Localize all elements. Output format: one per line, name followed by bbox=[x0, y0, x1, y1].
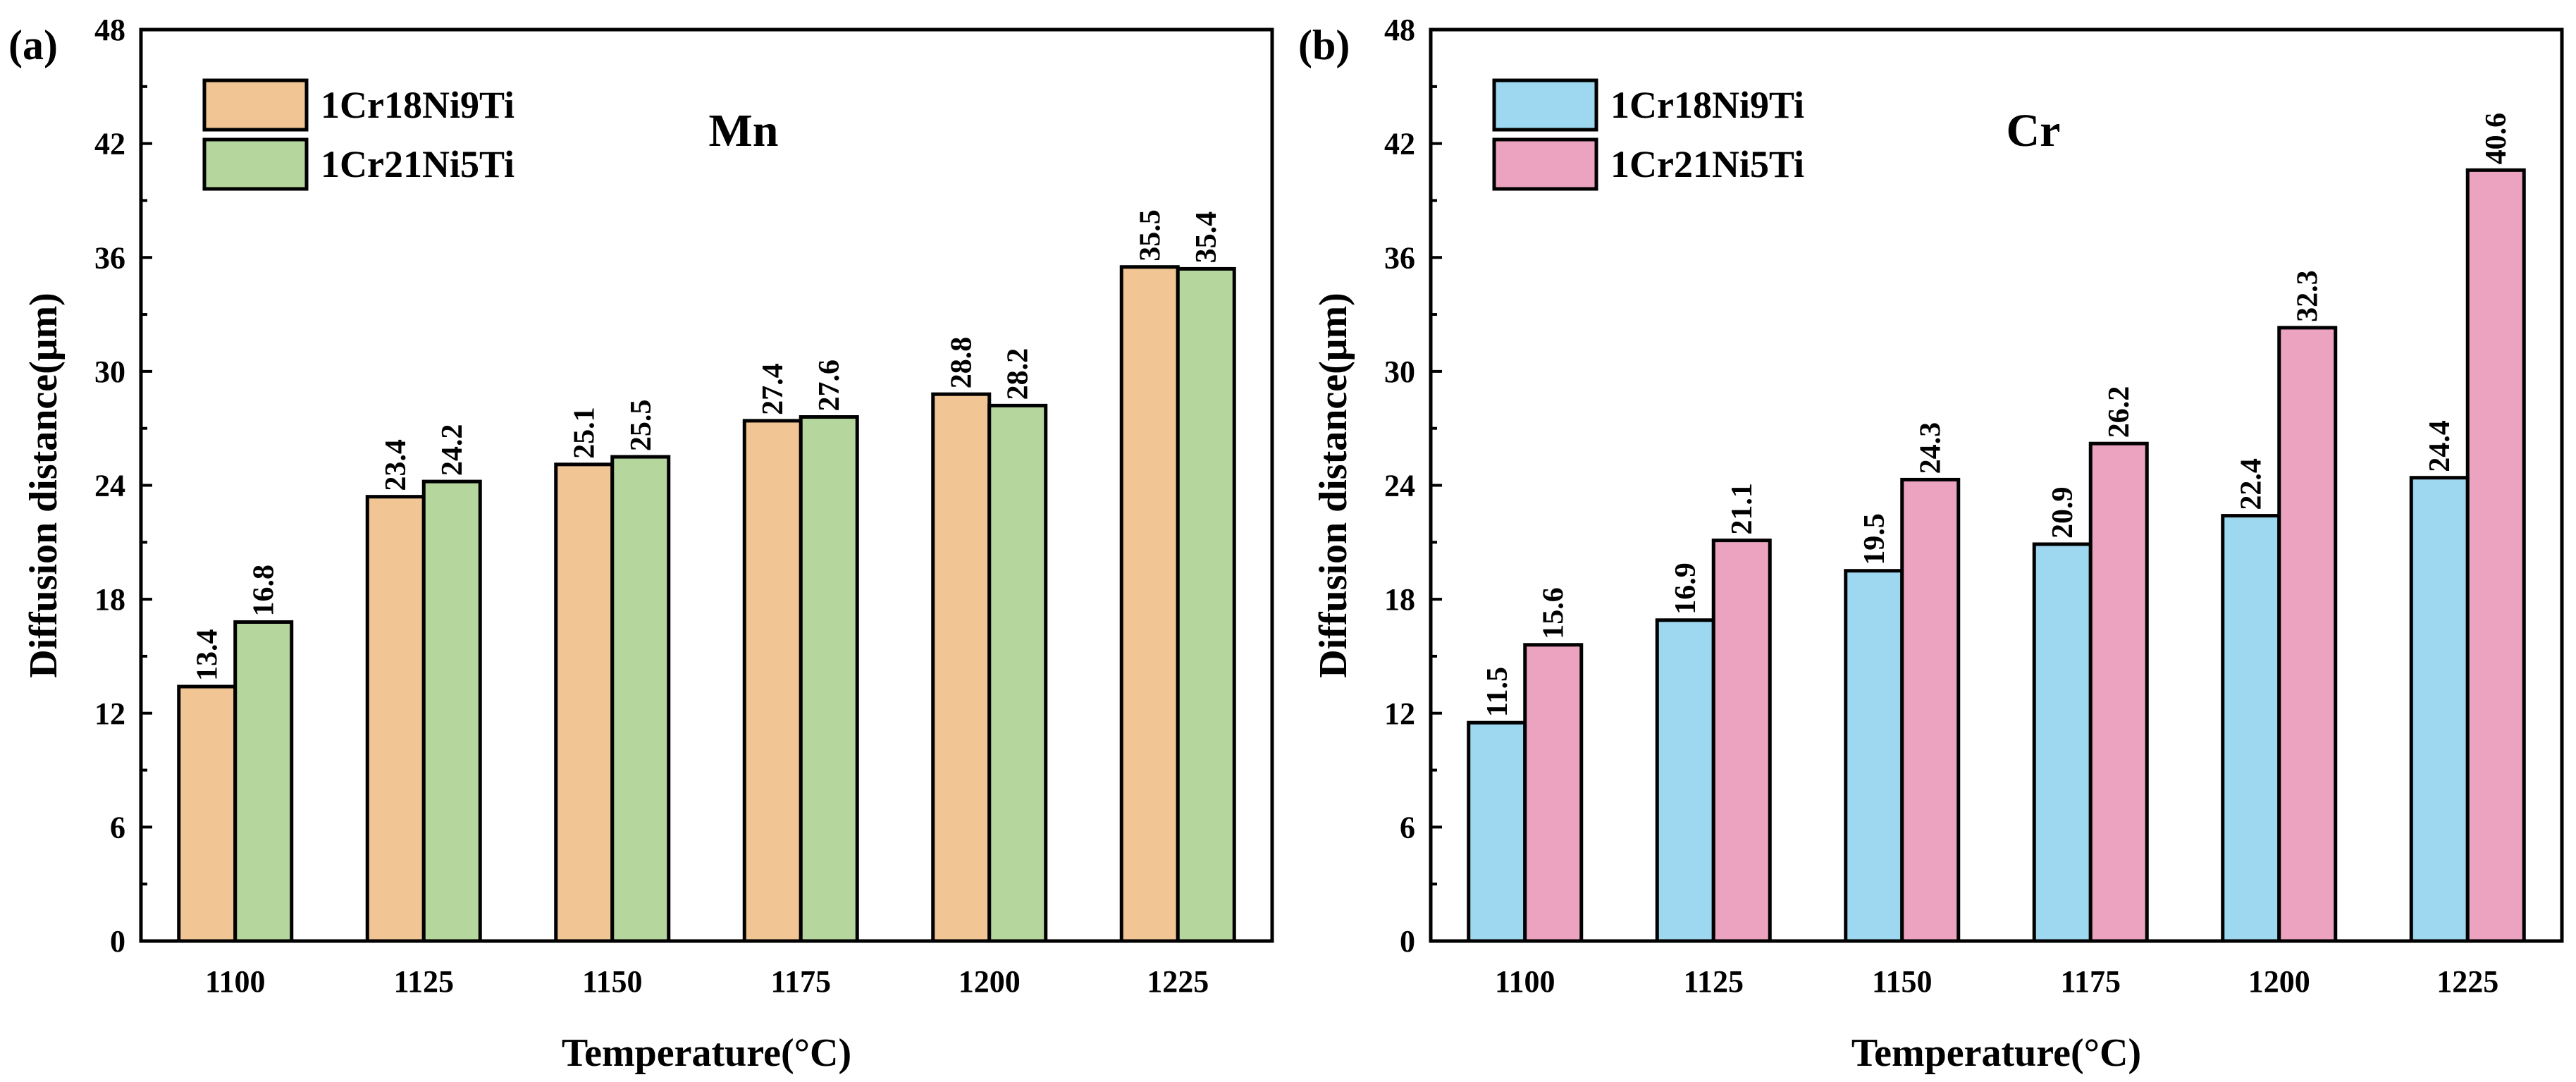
value-label: 25.5 bbox=[625, 400, 658, 452]
value-label: 24.4 bbox=[2424, 420, 2456, 472]
x-tick-label: 1125 bbox=[393, 964, 454, 999]
x-tick-label: 1100 bbox=[205, 964, 266, 999]
value-label: 35.5 bbox=[1134, 209, 1166, 262]
x-axis-title: Temperature(°C) bbox=[562, 1031, 851, 1075]
legend-label: 1Cr18Ni9Ti bbox=[321, 84, 514, 126]
y-tick-label: 42 bbox=[1384, 127, 1415, 161]
value-label: 32.3 bbox=[2292, 270, 2324, 322]
y-tick-label: 0 bbox=[110, 924, 125, 959]
panel-a-chart: 0 6 12 18 24 30 36 42 48 1100 1125 1150 1175 1200 1225… bbox=[8, 13, 1274, 1075]
value-label: 25.1 bbox=[569, 407, 601, 459]
x-tick-label: 1200 bbox=[2248, 964, 2310, 999]
y-tick-label: 6 bbox=[110, 810, 125, 844]
element-title: Mn bbox=[709, 105, 779, 156]
bar bbox=[987, 403, 1048, 943]
value-label: 27.4 bbox=[757, 363, 789, 415]
value-label: 16.8 bbox=[248, 565, 281, 617]
value-label: 21.1 bbox=[1726, 483, 1758, 535]
bar bbox=[2088, 441, 2149, 943]
y-tick-label: 42 bbox=[94, 127, 125, 161]
x-tick-label: 1100 bbox=[1495, 964, 1555, 999]
x-tick-label: 1150 bbox=[582, 964, 643, 999]
bar bbox=[233, 620, 294, 943]
bar bbox=[2277, 326, 2338, 943]
bar bbox=[1711, 539, 1772, 943]
bar bbox=[177, 684, 238, 943]
bar bbox=[421, 479, 482, 943]
legend-swatch bbox=[1492, 78, 1598, 132]
y-tick-label: 12 bbox=[1384, 696, 1415, 731]
bar bbox=[1844, 569, 1904, 943]
y-tick-label: 24 bbox=[94, 469, 125, 503]
legend-swatch bbox=[202, 137, 309, 191]
x-axis-title: Temperature(°C) bbox=[1851, 1031, 2141, 1075]
element-title: Cr bbox=[2007, 105, 2061, 156]
y-tick-label: 36 bbox=[94, 240, 125, 275]
legend-label: 1Cr21Ni5Ti bbox=[1610, 143, 1804, 185]
y-axis-title: Diffusion distance(μm) bbox=[1312, 293, 1355, 678]
value-label: 24.3 bbox=[1915, 422, 1947, 474]
value-label: 27.6 bbox=[813, 359, 846, 412]
x-tick-label: 1125 bbox=[1683, 964, 1744, 999]
bar bbox=[799, 415, 859, 943]
panel-b-chart: 0 6 12 18 24 30 36 42 48 1100 1125 1150 1175 1200 1225… bbox=[1298, 13, 2564, 1075]
y-axis-title: Diffusion distance(μm) bbox=[22, 293, 66, 678]
value-label: 40.6 bbox=[2480, 113, 2513, 165]
bar bbox=[1119, 265, 1180, 943]
bar bbox=[1523, 643, 1584, 943]
y-tick-label: 30 bbox=[94, 355, 125, 389]
x-tick-label: 1150 bbox=[1872, 964, 1933, 999]
value-label: 24.2 bbox=[436, 424, 469, 477]
y-tick-label: 48 bbox=[1384, 13, 1415, 47]
value-label: 13.4 bbox=[192, 629, 224, 682]
x-tick-label: 1225 bbox=[1147, 964, 1209, 999]
value-label: 11.5 bbox=[1481, 667, 1514, 717]
x-tick-label: 1200 bbox=[959, 964, 1021, 999]
value-label: 15.6 bbox=[1538, 587, 1570, 639]
y-tick-label: 12 bbox=[94, 696, 125, 731]
value-label: 23.4 bbox=[380, 439, 412, 491]
y-tick-label: 18 bbox=[94, 582, 125, 617]
panel-label: (b) bbox=[1298, 22, 1350, 68]
bar bbox=[2032, 542, 2093, 943]
bar bbox=[742, 419, 803, 943]
value-label: 28.2 bbox=[1002, 348, 1035, 400]
legend-swatch bbox=[1492, 137, 1598, 191]
value-label: 19.5 bbox=[1859, 513, 1891, 565]
bar bbox=[2221, 514, 2281, 943]
y-tick-label: 48 bbox=[94, 13, 125, 47]
bar bbox=[931, 392, 992, 943]
value-label: 20.9 bbox=[2047, 487, 2079, 539]
value-label: 35.4 bbox=[1190, 211, 1223, 264]
bar bbox=[2465, 168, 2526, 943]
y-tick-label: 0 bbox=[1400, 924, 1415, 959]
bar bbox=[554, 462, 615, 943]
bar bbox=[2409, 476, 2470, 943]
y-tick-label: 18 bbox=[1384, 582, 1415, 617]
plot-frame bbox=[1429, 27, 2564, 943]
y-tick-label: 30 bbox=[1384, 355, 1415, 389]
value-label: 22.4 bbox=[2236, 458, 2268, 510]
legend-label: 1Cr18Ni9Ti bbox=[1610, 84, 1804, 126]
bar bbox=[610, 455, 671, 943]
y-tick-label: 6 bbox=[1400, 810, 1415, 844]
plot-frame bbox=[139, 27, 1274, 943]
bar bbox=[1176, 266, 1236, 943]
value-label: 16.9 bbox=[1670, 562, 1702, 615]
y-tick-label: 36 bbox=[1384, 240, 1415, 275]
value-label: 26.2 bbox=[2103, 386, 2136, 438]
y-tick-label: 24 bbox=[1384, 469, 1415, 503]
bar bbox=[1900, 477, 1961, 943]
x-tick-label: 1225 bbox=[2436, 964, 2498, 999]
bar bbox=[1467, 720, 1527, 943]
value-label: 28.8 bbox=[946, 337, 978, 389]
x-tick-label: 1175 bbox=[770, 964, 831, 999]
legend-label: 1Cr21Ni5Ti bbox=[321, 143, 514, 185]
panel-label: (a) bbox=[8, 22, 58, 68]
bar bbox=[365, 495, 426, 943]
x-tick-label: 1175 bbox=[2060, 964, 2121, 999]
bar bbox=[1655, 618, 1715, 943]
legend-swatch bbox=[202, 78, 309, 132]
